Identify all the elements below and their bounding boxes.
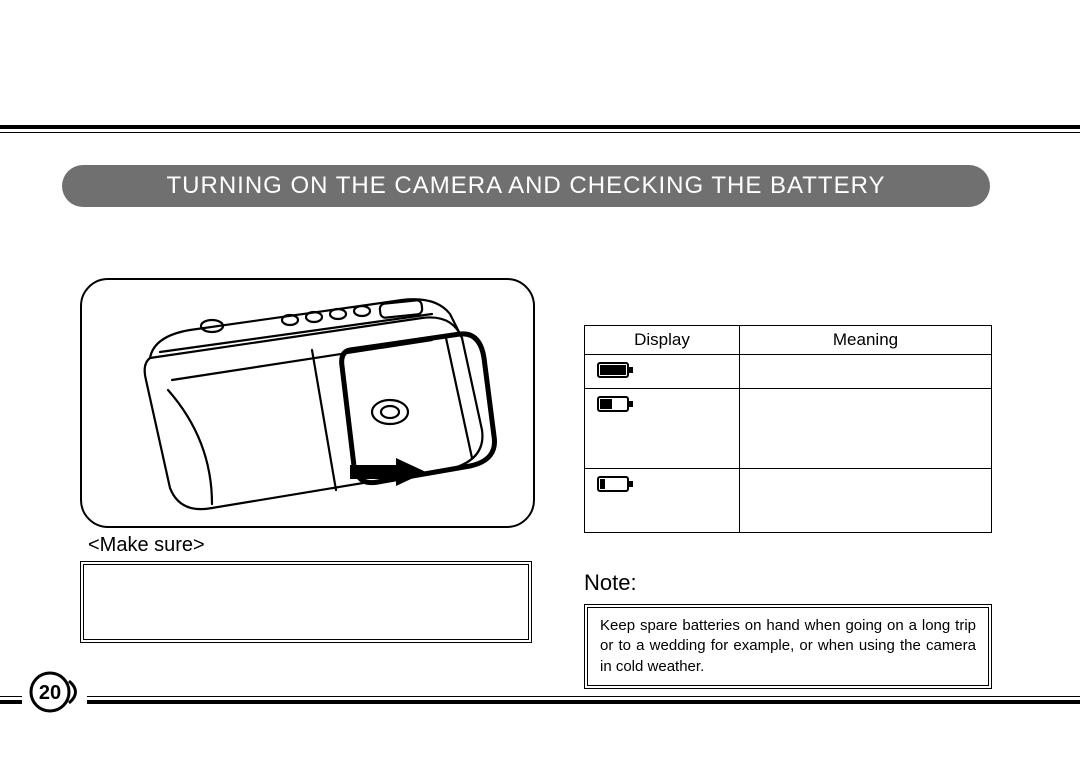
header-display: Display bbox=[585, 326, 740, 355]
battery-table: Display Meaning bbox=[584, 325, 992, 533]
camera-illustration-panel bbox=[80, 278, 535, 528]
table-header-row: Display Meaning bbox=[585, 326, 992, 355]
meaning-cell bbox=[740, 389, 992, 469]
make-sure-box bbox=[80, 561, 532, 643]
note-body: Keep spare batteries on hand when going … bbox=[600, 617, 976, 675]
note-label: Note: bbox=[584, 570, 637, 596]
camera-icon bbox=[102, 290, 517, 520]
bottom-rule bbox=[0, 696, 1080, 704]
section-title-bar: TURNING ON THE CAMERA AND CHECKING THE B… bbox=[62, 165, 990, 207]
page-number-badge: 20 bbox=[22, 668, 87, 716]
page-number: 20 bbox=[39, 682, 61, 704]
table-row bbox=[585, 389, 992, 469]
meaning-cell bbox=[740, 469, 992, 533]
section-title: TURNING ON THE CAMERA AND CHECKING THE B… bbox=[167, 172, 886, 200]
make-sure-label: <Make sure> bbox=[88, 534, 205, 557]
top-rule bbox=[0, 125, 1080, 133]
note-box: Keep spare batteries on hand when going … bbox=[584, 604, 992, 689]
table-row bbox=[585, 355, 992, 389]
meaning-cell bbox=[740, 355, 992, 389]
battery-half-icon bbox=[597, 395, 635, 413]
battery-low-icon bbox=[597, 475, 635, 493]
header-meaning: Meaning bbox=[740, 326, 992, 355]
table-row bbox=[585, 469, 992, 533]
battery-full-icon bbox=[597, 361, 635, 379]
